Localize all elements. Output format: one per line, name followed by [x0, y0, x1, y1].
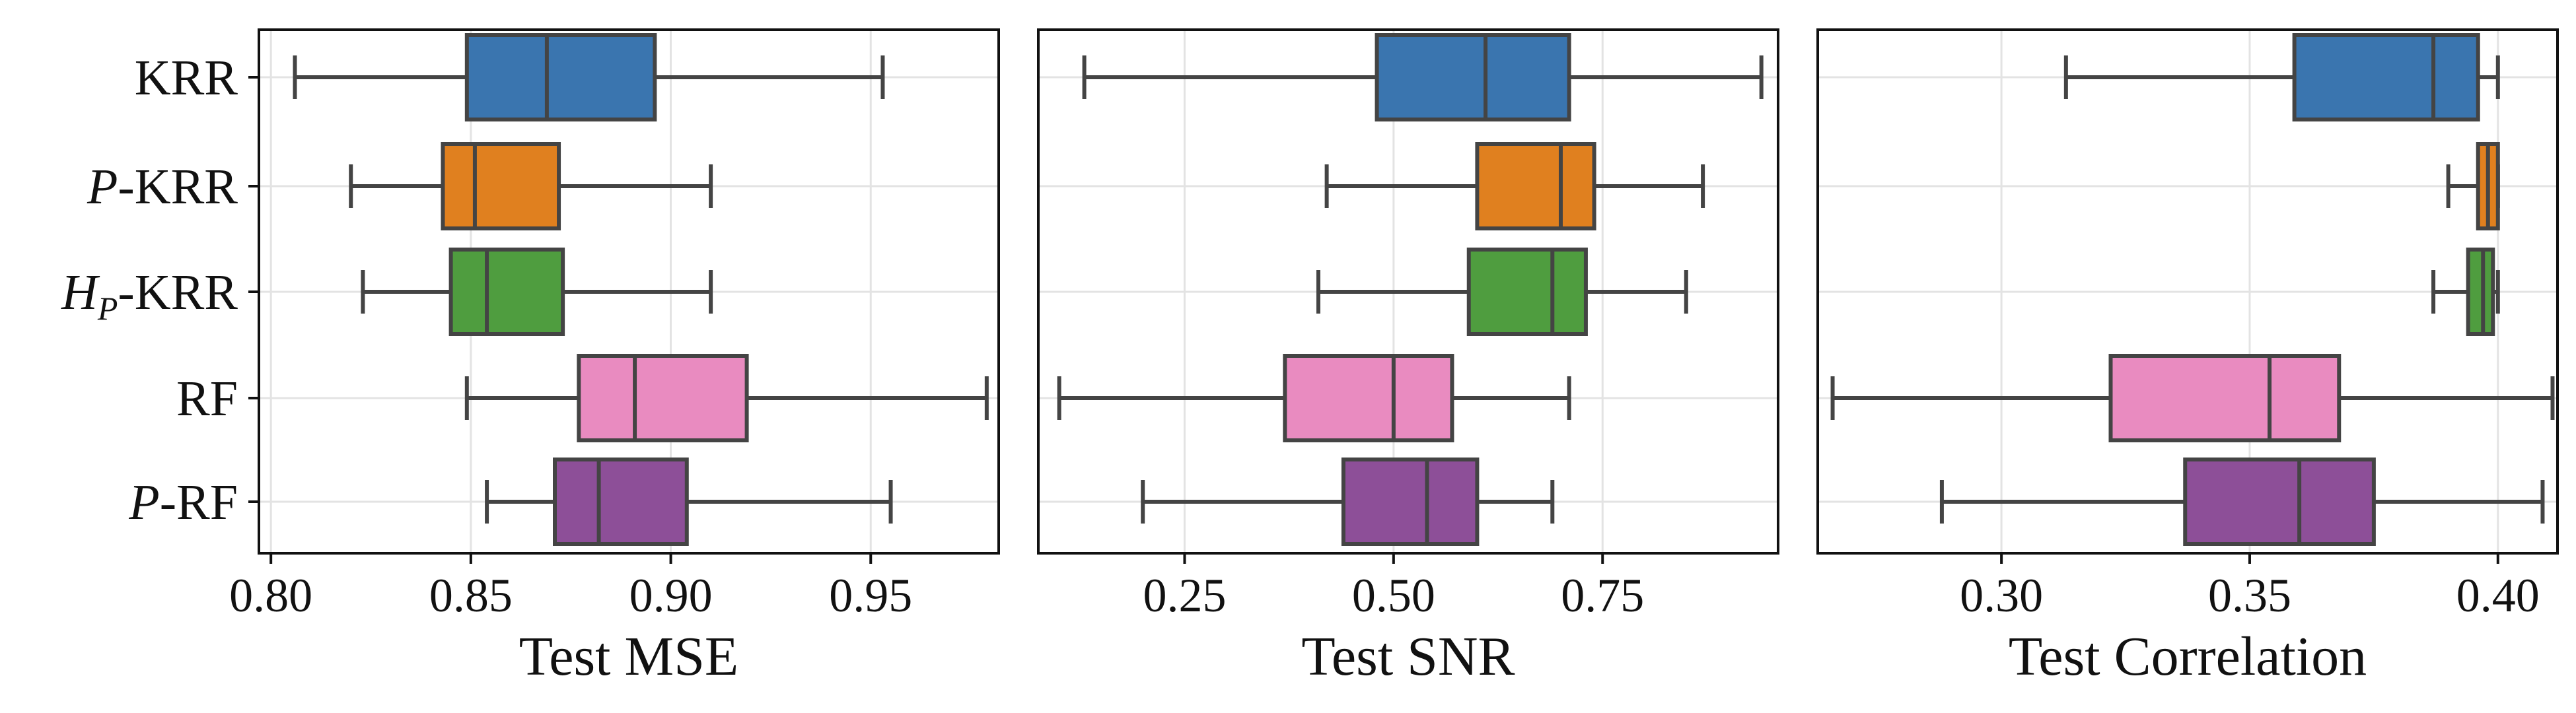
box-corr-hp-krr: [2431, 248, 2500, 336]
box-mse-hp-krr: [361, 248, 713, 336]
iqr-box-mse-hp-krr: [448, 248, 565, 336]
iqr-box-snr-krr: [1375, 33, 1571, 121]
iqr-box-corr-p-rf: [2183, 458, 2376, 546]
box-snr-hp-krr: [1316, 248, 1688, 336]
iqr-box-snr-p-krr: [1475, 142, 1596, 230]
box-snr-p-krr: [1324, 142, 1705, 230]
iqr-box-mse-p-rf: [553, 458, 689, 546]
iqr-box-mse-p-krr: [441, 142, 561, 230]
iqr-box-snr-hp-krr: [1466, 248, 1588, 336]
category-labels: KRR P-KRR HP-KRR RF P-RF: [61, 50, 259, 530]
box-snr-rf: [1057, 354, 1571, 442]
x-tick-label-snr-0: 0.25: [1143, 569, 1226, 622]
category-label-hp-krr: HP-KRR: [61, 265, 238, 327]
box-mse-p-krr: [349, 142, 713, 230]
box-corr-p-rf: [1939, 458, 2545, 546]
category-label-rf: RF: [176, 371, 238, 426]
x-tick-label-snr-2: 0.75: [1561, 569, 1644, 622]
iqr-box-snr-p-rf: [1341, 458, 1480, 546]
iqr-box-mse-krr: [464, 33, 657, 121]
panel-corr: 0.30 0.35 0.40 Test Correlation: [1816, 28, 2559, 687]
panel-frame-snr: [1037, 28, 1779, 555]
iqr-box-corr-krr: [2292, 33, 2480, 121]
x-tick-label-mse-1: 0.85: [429, 569, 513, 622]
iqr-box-snr-rf: [1283, 354, 1454, 442]
category-label-p-krr: P-KRR: [87, 159, 238, 215]
category-label-krr: KRR: [135, 50, 238, 106]
x-axis-title-snr: Test SNR: [1301, 626, 1515, 687]
x-tick-label-mse-2: 0.90: [629, 569, 713, 622]
box-mse-krr: [293, 33, 885, 121]
panels: 0.80 0.85 0.90 0.95 Test MSE 0.25 0.50 0.75 Test…: [229, 28, 2559, 687]
category-label-p-rf: P-RF: [128, 475, 238, 530]
box-snr-krr: [1082, 33, 1764, 121]
panel-frame-corr: [1816, 28, 2559, 555]
box-corr-krr: [2063, 33, 2500, 121]
x-tick-label-snr-1: 0.50: [1352, 569, 1435, 622]
x-axis-title-mse: Test MSE: [519, 626, 738, 687]
box-mse-rf: [464, 354, 989, 442]
x-tick-label-corr-2: 0.40: [2456, 569, 2540, 622]
iqr-box-mse-rf: [577, 354, 749, 442]
box-snr-p-rf: [1141, 458, 1555, 546]
box-corr-rf: [1830, 354, 2555, 442]
box-corr-p-krr: [2446, 142, 2500, 230]
x-tick-label-mse-0: 0.80: [229, 569, 312, 622]
box-mse-p-rf: [485, 458, 893, 546]
iqr-box-corr-rf: [2108, 354, 2342, 442]
panel-snr: 0.25 0.50 0.75 Test SNR: [1037, 28, 1779, 687]
x-tick-label-corr-1: 0.35: [2208, 569, 2291, 622]
iqr-box-corr-hp-krr: [2466, 248, 2495, 336]
x-tick-label-mse-3: 0.95: [829, 569, 912, 622]
x-axis-title-corr: Test Correlation: [2009, 626, 2367, 687]
panel-mse: 0.80 0.85 0.90 0.95 Test MSE: [229, 28, 1000, 687]
x-tick-label-corr-0: 0.30: [1960, 569, 2043, 622]
